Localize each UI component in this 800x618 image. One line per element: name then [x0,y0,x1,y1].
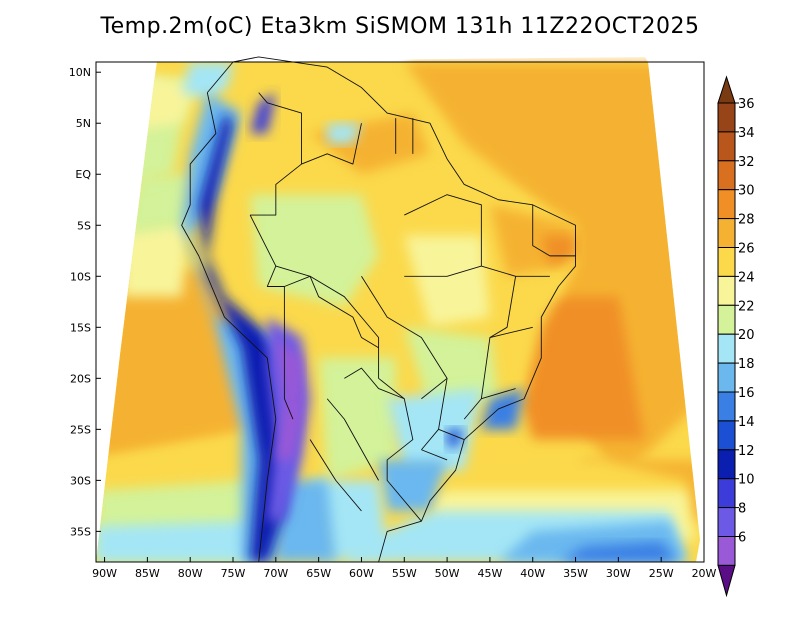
colorbar-label: 10 [738,473,755,488]
latitude-axis: 10N 5N EQ 5S 10S 15S 20S 25S 30S 35S [69,66,101,538]
colorbar-label: 12 [738,444,755,459]
colorbar-label: 14 [738,415,755,430]
longitude-label: 40W [520,567,545,580]
longitude-axis: 90W 85W 80W 75W 70W 65W 60W 55W 50W 45W 40W 35W 30W 2… [92,557,717,580]
colorbar-label: 36 [738,97,755,112]
longitude-label: 55W [392,567,417,580]
colorbar-min-arrow [717,564,736,598]
latitude-label: 25S [70,423,91,436]
latitude-label: 5S [77,219,91,232]
colorbar-swatch [717,478,736,509]
temperature-colorbar: 36 34 32 30 28 26 24 22 20 18 16 14 12 10 8 6 [717,75,755,598]
colorbar-max-arrow [717,75,736,104]
colorbar-label: 20 [738,328,755,343]
longitude-label: 75W [221,567,246,580]
longitude-label: 25W [649,567,674,580]
map-title: Temp.2m(oC) Eta3km SiSMOM 131h 11Z22OCT2… [100,14,700,39]
longitude-label: 20W [692,567,717,580]
colorbar-swatch [717,160,736,191]
latitude-label: 20S [70,372,91,385]
colorbar-swatch [717,131,736,162]
colorbar-label: 18 [738,357,755,372]
longitude-label: 30W [606,567,631,580]
latitude-label: 30S [70,474,91,487]
longitude-label: 90W [92,567,117,580]
latitude-label: EQ [75,168,91,181]
colorbar-swatch [717,102,736,133]
latitude-label: 35S [70,525,91,538]
latitude-label: 15S [70,321,91,334]
colorbar-swatch [717,218,736,249]
map-frame [95,61,705,563]
colorbar-swatch [717,304,736,335]
colorbar-swatch [717,189,736,220]
colorbar-swatch [717,449,736,480]
longitude-label: 65W [306,567,331,580]
latitude-label: 5N [76,117,91,130]
temperature-field [96,62,700,562]
colorbar-label: 26 [738,242,755,257]
longitude-label: 35W [563,567,588,580]
longitude-label: 50W [435,567,460,580]
longitude-label: 85W [135,567,160,580]
longitude-label: 60W [349,567,374,580]
colorbar-swatch [717,507,736,538]
longitude-label: 45W [477,567,502,580]
colorbar-swatch [717,247,736,277]
longitude-label: 70W [263,567,288,580]
colorbar-label: 30 [738,184,755,199]
colorbar-label: 6 [738,531,746,546]
colorbar-label: 8 [738,502,746,517]
colorbar-label: 24 [738,270,755,285]
colorbar-swatch [717,362,736,393]
latitude-label: 10S [70,270,91,283]
colorbar-label: 16 [738,386,755,401]
longitude-label: 80W [178,567,203,580]
country-borders [181,56,576,563]
colorbar-swatch [717,420,736,451]
colorbar-swatch [717,333,736,364]
colorbar-label: 22 [738,299,755,314]
colorbar-swatch [717,536,736,566]
colorbar-swatch [717,391,736,422]
colorbar-swatch [717,275,736,306]
colorbar-label: 28 [738,213,755,228]
latitude-label: 10N [69,66,91,79]
colorbar-label: 34 [738,126,755,141]
colorbar-label: 32 [738,155,755,170]
